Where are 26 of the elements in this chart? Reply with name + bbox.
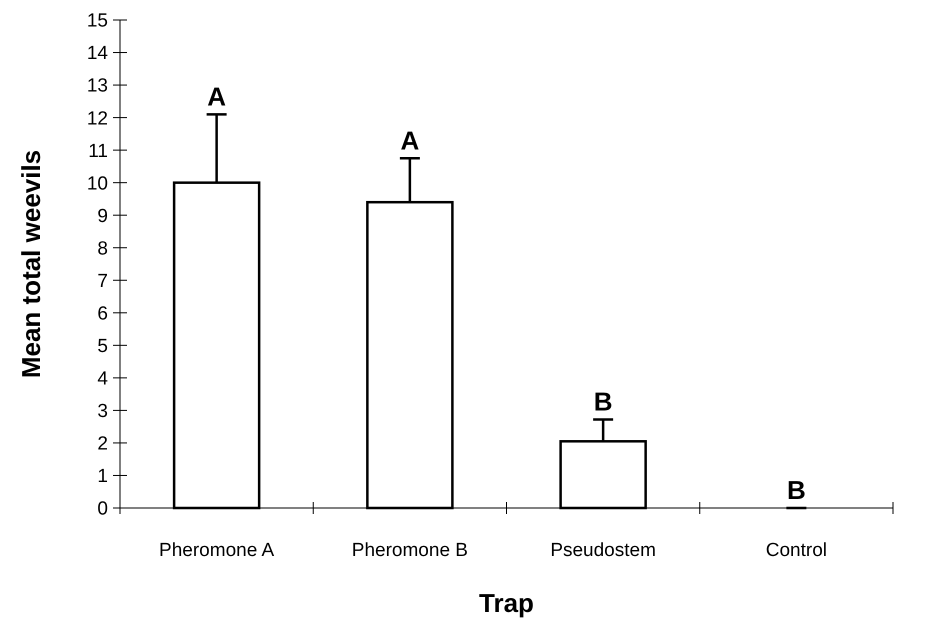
x-axis-title: Trap — [479, 588, 534, 618]
y-tick-label: 10 — [86, 173, 108, 194]
y-tick-label: 5 — [97, 336, 108, 357]
y-tick-label: 3 — [97, 401, 108, 422]
y-tick-label: 0 — [97, 498, 108, 520]
y-tick-label: 2 — [97, 434, 108, 455]
y-tick-label: 15 — [86, 10, 108, 32]
y-tick-label: 12 — [86, 108, 108, 130]
y-tick-label: 9 — [97, 206, 108, 227]
y-tick-label: 11 — [88, 140, 108, 162]
y-tick-label: 13 — [86, 76, 108, 97]
annotation: A — [400, 125, 420, 156]
annotation: A — [207, 81, 226, 112]
y-axis-title: Mean total weevils — [16, 150, 46, 378]
annotation: B — [594, 386, 613, 417]
y-tick-label: 6 — [97, 303, 108, 324]
y-tick-label: 8 — [97, 238, 108, 260]
y-tick-label: 4 — [97, 368, 108, 390]
x-tick-label: Pheromone A — [159, 540, 275, 561]
y-tick-label: 7 — [97, 270, 108, 292]
annotation: B — [786, 475, 806, 505]
y-tick-label: 1 — [97, 466, 108, 488]
x-tick-label: Control — [766, 540, 827, 561]
y-tick-label: 14 — [86, 43, 108, 64]
x-tick-label: Pseudostem — [550, 540, 656, 561]
x-tick-label: Pheromone B — [352, 540, 468, 561]
